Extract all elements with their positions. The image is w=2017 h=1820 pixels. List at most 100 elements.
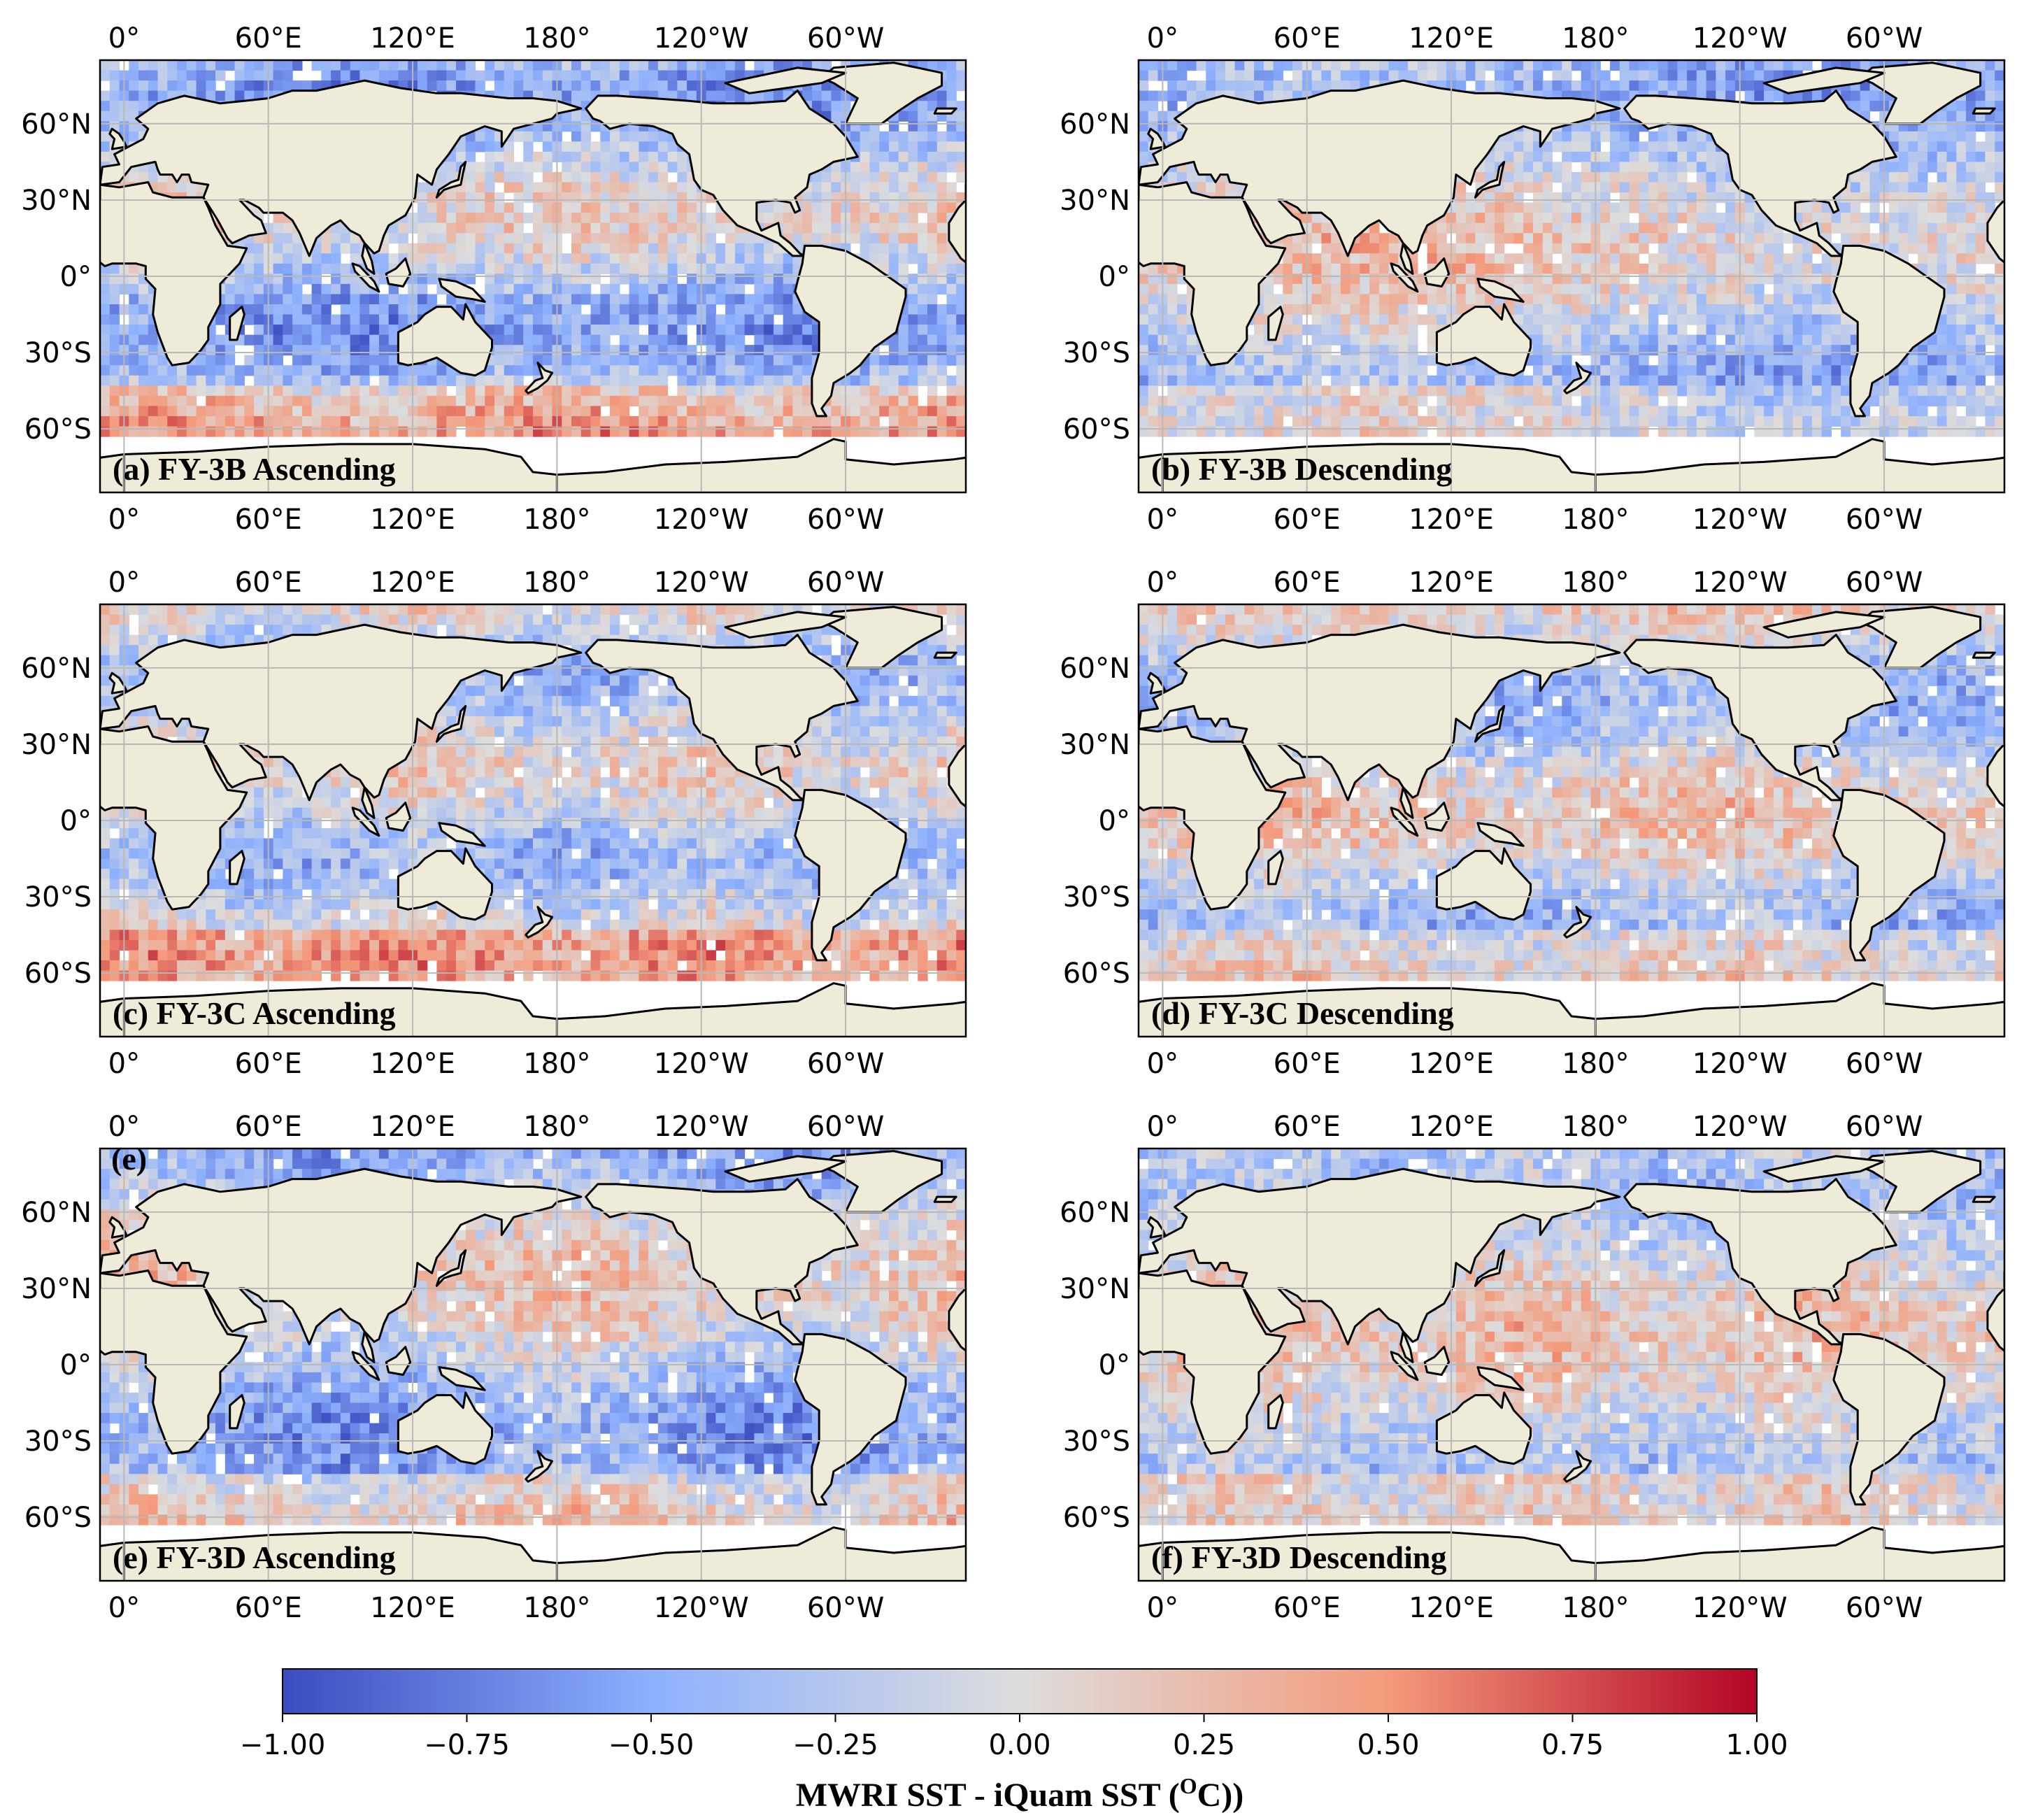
- colorbar-tick: 0.50: [1357, 1729, 1419, 1761]
- lon-tick-top: 180°: [523, 1111, 590, 1143]
- lon-tick-bottom: 120°W: [1692, 1592, 1788, 1624]
- landmass-antarctica_a: [1161, 987, 1597, 1037]
- map-panel-c: 0° 0° 60°E 60°E 120°E 120°E 180° 180° 120°W 120°W…: [21, 567, 1111, 1080]
- landmass-greenland: [820, 62, 943, 125]
- landmass-south_america: [794, 244, 907, 418]
- landmass-new_guinea: [1476, 278, 1525, 303]
- landmass-madagascar: [1096, 851, 1111, 884]
- lon-tick-bottom: 60°E: [1274, 504, 1341, 536]
- colorbar: −1.00 −0.75 −0.50 −0.25 0.00 0.25 0.50 0.75 1.00…: [240, 1668, 1788, 1814]
- landmass-south_america: [0, 1334, 40, 1504]
- panel-label: (b) FY-3B Descending: [1151, 451, 1452, 487]
- lon-tick-bottom: 0°: [108, 504, 140, 536]
- colorbar-tick: −0.75: [424, 1729, 510, 1761]
- lon-tick-top: 120°W: [654, 1111, 749, 1143]
- lon-tick-bottom: 180°: [1562, 504, 1629, 536]
- landmass-iceland: [1972, 107, 1996, 115]
- landmass-australia: [397, 847, 493, 921]
- landmass-sumatra: [351, 806, 380, 837]
- landmass-africa: [948, 1272, 966, 1352]
- landmass-uk: [108, 671, 128, 695]
- landmass-australia: [1435, 1391, 1532, 1465]
- lon-tick-bottom: 180°: [523, 1592, 590, 1624]
- lon-tick-bottom: 180°: [1562, 1592, 1629, 1624]
- panel-frame: [99, 603, 967, 1038]
- landmass-antarctica_a: [122, 443, 558, 492]
- lat-tick: 60°N: [21, 1197, 92, 1229]
- landmass-japan: [435, 160, 467, 199]
- lon-tick-bottom: 120°W: [654, 504, 749, 536]
- map-panel-b: 0° 0° 60°E 60°E 120°E 120°E 180° 180° 120°W 120°W…: [1060, 22, 2006, 536]
- lat-tick: 30°N: [21, 185, 92, 217]
- colorbar-tick: 1.00: [1725, 1729, 1788, 1761]
- lat-tick: 60°N: [1060, 1197, 1130, 1229]
- panel-frame: [1137, 59, 2006, 494]
- landmass-arctic_islands: [724, 66, 847, 94]
- landmass-borneo: [385, 1346, 412, 1376]
- lat-tick: 30°S: [24, 1426, 92, 1458]
- landmass-south_america: [0, 246, 40, 416]
- panel-label: (a) FY-3B Ascending: [113, 451, 396, 487]
- landmass-nz: [525, 906, 553, 939]
- lon-tick-top: 60°W: [1846, 567, 1923, 599]
- landmass-eurasia: [2003, 1265, 2004, 1274]
- landmass-arctic_islands: [724, 611, 847, 639]
- landmass-madagascar: [1096, 1395, 1111, 1428]
- lon-tick-top: 120°W: [1692, 22, 1788, 55]
- lat-tick: 60°S: [24, 1502, 92, 1534]
- lat-tick: 60°N: [21, 108, 92, 141]
- landmass-australia: [1435, 303, 1532, 377]
- lon-tick-top: 0°: [1147, 567, 1178, 599]
- lon-tick-top: 60°W: [807, 567, 884, 599]
- colorbar-tick: 0.25: [1173, 1729, 1235, 1761]
- landmass-north_america: [1623, 90, 1897, 257]
- lon-tick-top: 0°: [1147, 1111, 1178, 1143]
- lon-tick-bottom: 0°: [1147, 1592, 1178, 1624]
- lon-tick-top: 120°W: [1692, 1111, 1788, 1143]
- lon-tick-top: 0°: [108, 22, 140, 55]
- lon-tick-top: 120°W: [654, 567, 749, 599]
- landmass-japan: [1474, 1249, 1506, 1287]
- landmass-uk: [1147, 1216, 1167, 1239]
- lat-tick: 60°S: [24, 958, 92, 990]
- panel-frame: [99, 59, 967, 494]
- lon-tick-top: 0°: [1147, 22, 1178, 55]
- continents: [968, 1150, 2004, 1581]
- lat-tick: 0°: [1099, 261, 1130, 293]
- landmass-south_america: [968, 1334, 1078, 1504]
- landmass-iceland: [1972, 1195, 1996, 1203]
- colorbar-tick: −0.50: [608, 1729, 694, 1761]
- lon-tick-bottom: 180°: [1562, 1048, 1629, 1080]
- landmass-borneo: [1423, 257, 1451, 287]
- landmass-greenland: [1859, 606, 1982, 669]
- landmass-madagascar: [1267, 850, 1284, 886]
- landmass-madagascar: [229, 1394, 245, 1430]
- lat-tick: 30°S: [1063, 881, 1130, 913]
- landmass-antarctica_b: [1139, 997, 1164, 1037]
- panel-label: (e) FY-3D Ascending: [113, 1540, 396, 1575]
- lon-tick-bottom: 60°E: [1274, 1592, 1341, 1624]
- lat-tick: 0°: [1099, 1349, 1130, 1381]
- lon-tick-top: 120°E: [370, 22, 455, 55]
- landmass-greenland: [1859, 62, 1982, 125]
- lat-tick: 30°S: [24, 881, 92, 913]
- landmass-japan: [1474, 704, 1506, 743]
- landmass-borneo: [1423, 1346, 1451, 1376]
- landmass-antarctica_a: [1161, 443, 1597, 492]
- landmass-south_america: [968, 790, 1078, 960]
- landmass-sumatra: [1390, 806, 1419, 837]
- lon-tick-top: 60°E: [1274, 567, 1341, 599]
- map-panel-a: 0° 0° 60°E 60°E 120°E 120°E 180° 180° 120°W 120°W…: [0, 22, 967, 536]
- colorbar-tick: −1.00: [240, 1729, 326, 1761]
- lon-tick-bottom: 120°E: [1409, 504, 1494, 536]
- landmass-sumatra: [1390, 262, 1419, 293]
- landmass-new_guinea: [438, 1366, 486, 1391]
- colorbar-tick: −0.25: [792, 1729, 878, 1761]
- landmass-africa: [100, 1270, 248, 1455]
- lon-tick-top: 180°: [1562, 1111, 1629, 1143]
- landmass-new_guinea: [1476, 822, 1525, 847]
- lon-tick-top: 60°W: [807, 1111, 884, 1143]
- lon-tick-bottom: 0°: [108, 1048, 140, 1080]
- lon-tick-top: 120°E: [1409, 567, 1494, 599]
